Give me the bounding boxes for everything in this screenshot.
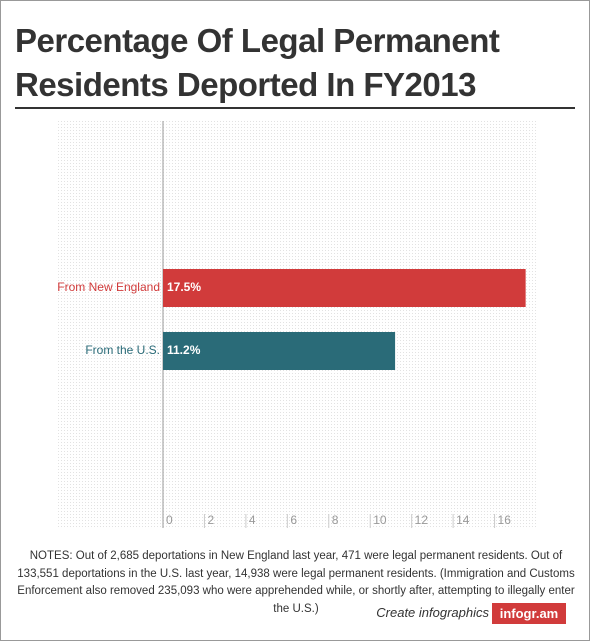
x-tick-label: 4	[249, 513, 256, 527]
x-tick-label: 2	[207, 513, 214, 527]
brand[interactable]: infogr.am	[492, 603, 566, 624]
x-tick-label: 10	[373, 513, 387, 527]
x-tick-label: 8	[332, 513, 339, 527]
chart-title: Percentage Of Legal Permanent Residents …	[15, 22, 500, 103]
bar	[163, 269, 526, 307]
notes: NOTES: Out of 2,685 deportations in New …	[17, 550, 575, 615]
title-rule	[15, 107, 575, 109]
x-tick-label: 14	[456, 513, 470, 527]
value-label: 17.5%	[167, 280, 201, 294]
x-tick-label: 12	[415, 513, 429, 527]
y-tick-label: From the U.S.	[85, 343, 160, 357]
chart: 0 2 4 6 8 10 12 14 16 From New England 17.5% From t…	[56, 121, 536, 528]
x-tick-label: 0	[166, 513, 173, 527]
x-tick-label: 16	[498, 513, 512, 527]
x-tick-label: 6	[290, 513, 297, 527]
footer-text: Create infographics	[376, 605, 489, 620]
y-tick-label: From New England	[57, 280, 160, 294]
bar	[163, 332, 396, 370]
plot-bg	[56, 121, 536, 528]
value-label: 11.2%	[167, 343, 201, 357]
